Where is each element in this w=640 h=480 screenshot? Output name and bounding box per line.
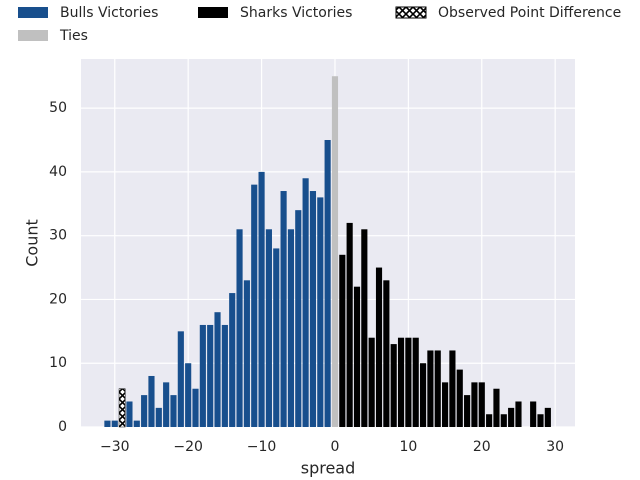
bar [486, 414, 493, 427]
bar [148, 375, 155, 427]
x-tick-label: 20 [473, 439, 491, 455]
bar [207, 324, 214, 427]
bar [104, 420, 111, 427]
legend-swatch [198, 7, 228, 18]
bar [368, 337, 375, 427]
y-tick-label: 10 [49, 355, 67, 371]
bar [515, 401, 522, 427]
bar [478, 382, 485, 427]
bar [133, 420, 140, 427]
bar [375, 267, 383, 427]
bar [383, 280, 390, 427]
y-tick-label: 0 [58, 419, 67, 435]
x-tick-label: 30 [546, 439, 564, 455]
bar [317, 197, 324, 427]
bar [273, 248, 280, 427]
bar [456, 369, 463, 427]
bar [236, 229, 243, 427]
legend-label: Ties [59, 28, 88, 44]
bar [258, 171, 265, 427]
bar [170, 395, 177, 427]
x-tick-label: −30 [100, 439, 130, 455]
bar [199, 324, 206, 427]
legend-label: Observed Point Difference [438, 5, 621, 21]
bar [361, 229, 368, 427]
bar [544, 407, 551, 427]
legend-swatch [395, 6, 427, 19]
bar [434, 350, 441, 427]
bar [471, 382, 478, 427]
bar [309, 191, 317, 427]
bar [500, 414, 507, 427]
bar [141, 395, 148, 427]
bar [243, 280, 250, 427]
bar [324, 139, 331, 427]
bar [331, 76, 339, 428]
bar [397, 337, 405, 427]
x-tick-label: −10 [247, 439, 277, 455]
legend-swatch [18, 7, 48, 18]
x-tick-label: 0 [331, 439, 340, 455]
legend-swatch [18, 30, 48, 41]
x-axis-label: spread [301, 459, 356, 478]
y-tick-label: 40 [49, 164, 67, 180]
bar [287, 229, 295, 427]
bar [155, 407, 162, 427]
bar [449, 350, 456, 427]
y-axis-label: Count [23, 219, 42, 267]
bar [493, 388, 500, 427]
bar [508, 407, 515, 427]
bar [530, 401, 537, 427]
bar [295, 210, 302, 427]
bar [229, 293, 236, 427]
bar [111, 420, 118, 427]
bar [427, 350, 434, 427]
bar [192, 388, 199, 427]
bar [118, 388, 126, 428]
bar [419, 363, 427, 427]
bar [265, 229, 272, 427]
bar [346, 222, 353, 427]
bar [537, 414, 544, 427]
bar [214, 312, 221, 427]
y-tick-label: 20 [49, 291, 67, 307]
bar [177, 331, 184, 427]
bar [412, 337, 419, 427]
y-tick-label: 50 [49, 100, 67, 116]
legend-label: Sharks Victories [240, 5, 352, 21]
x-tick-label: 10 [399, 439, 417, 455]
bar [339, 254, 346, 427]
bar [464, 395, 471, 427]
legend-label: Bulls Victories [60, 5, 158, 21]
y-tick-label: 30 [49, 228, 67, 244]
bar [353, 286, 361, 427]
bar [163, 382, 170, 427]
bar [390, 344, 397, 427]
bar [302, 178, 309, 427]
bar [280, 191, 287, 427]
x-tick-label: −20 [173, 439, 203, 455]
bar [185, 363, 192, 427]
bar [405, 337, 412, 427]
bar [126, 401, 133, 427]
bar [221, 324, 228, 427]
bar [442, 382, 449, 427]
bar [251, 184, 258, 427]
